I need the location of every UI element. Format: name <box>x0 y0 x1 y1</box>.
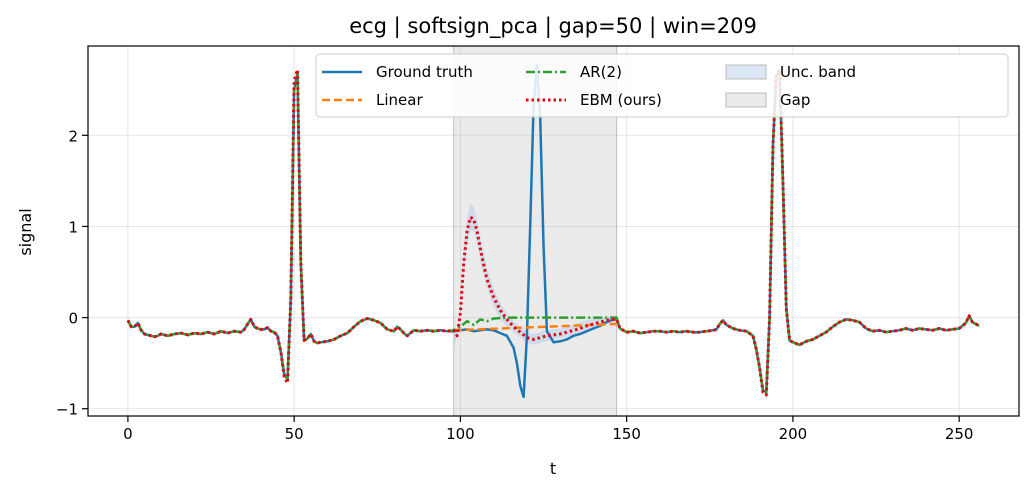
legend-entry-gap-label: Gap <box>780 91 810 109</box>
legend-entry-unc-band-label: Unc. band <box>780 63 856 81</box>
legend-entry-gap-swatch <box>725 92 767 108</box>
x-tick-label: 50 <box>285 425 304 443</box>
axes-frame <box>87 45 1020 417</box>
legend: Ground truth Linear AR(2) EBM (ours) Unc. ba… <box>315 53 1009 118</box>
x-tick-label: 0 <box>123 425 133 443</box>
x-tick-label: 150 <box>612 425 641 443</box>
y-tick-label: 1 <box>68 218 78 236</box>
legend-entry-ebm-ours-label: EBM (ours) <box>580 91 662 109</box>
legend-entry-linear-label: Linear <box>376 91 423 109</box>
series-line-ar-2 <box>126 70 980 394</box>
legend-box <box>315 53 1009 118</box>
x-axis-label: t <box>550 459 556 478</box>
y-axis-label: signal <box>16 208 35 255</box>
legend-entry-ground-truth-label: Ground truth <box>376 63 473 81</box>
legend-entry-ar-2-label: AR(2) <box>580 63 622 81</box>
y-tick-label: 2 <box>68 127 78 145</box>
y-tick-label: −1 <box>56 401 78 419</box>
legend-entry-unc-band-swatch <box>725 64 767 80</box>
x-tick-label: 250 <box>945 425 974 443</box>
chart-title: ecg | softsign_pca | gap=50 | win=209 <box>349 14 757 39</box>
series-line-linear <box>453 322 617 332</box>
y-tick-label: 0 <box>68 310 78 328</box>
x-tick-label: 200 <box>779 425 808 443</box>
x-tick-label: 100 <box>446 425 475 443</box>
